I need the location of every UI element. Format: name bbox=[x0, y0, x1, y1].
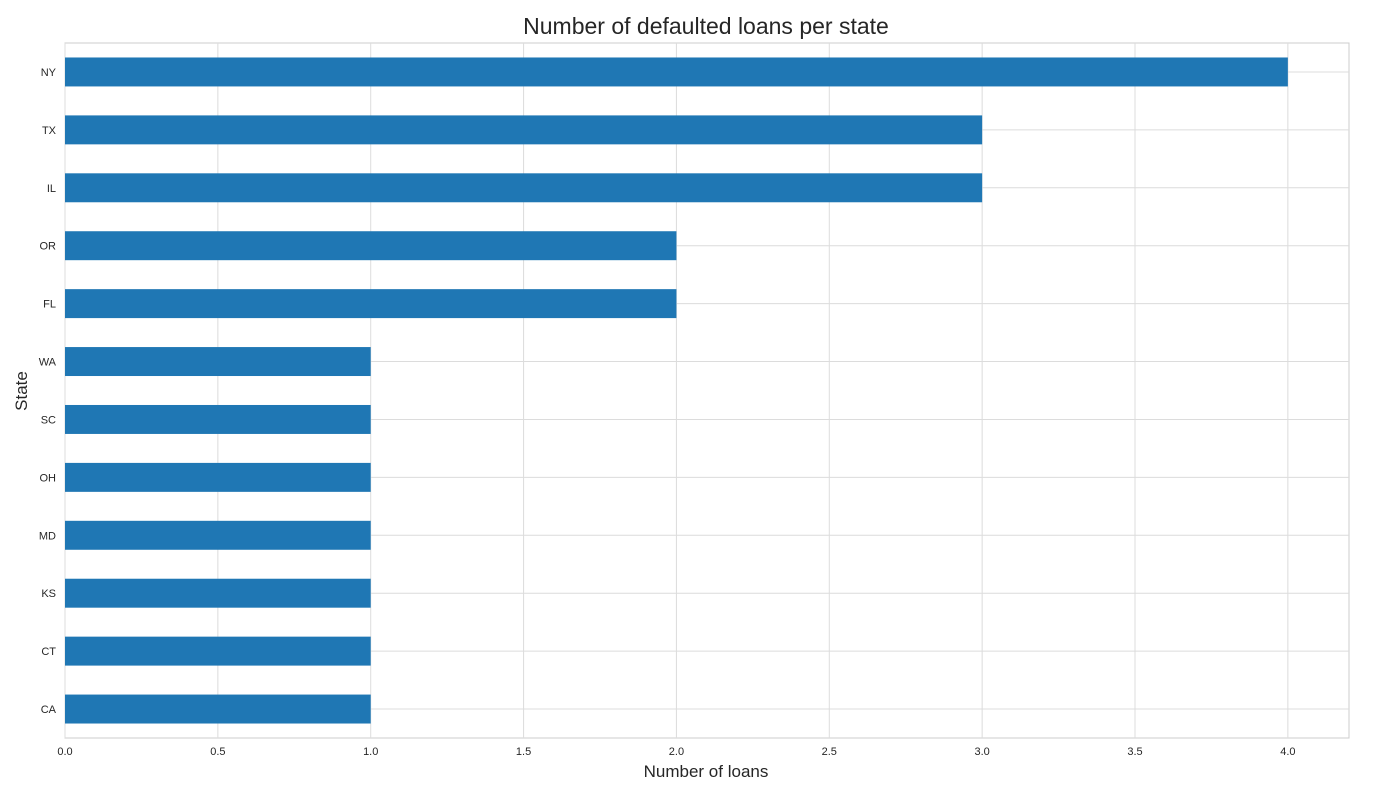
bar-tx bbox=[65, 115, 983, 145]
chart-title: Number of defaulted loans per state bbox=[523, 13, 889, 39]
x-tick-label: 3.0 bbox=[974, 746, 989, 758]
x-tick-label: 1.0 bbox=[363, 746, 378, 758]
plot-frame bbox=[64, 42, 1350, 739]
y-tick-label: CT bbox=[41, 646, 56, 658]
y-tick-label: CA bbox=[41, 704, 57, 716]
bar-layer bbox=[65, 57, 1288, 724]
x-tick-label: 3.5 bbox=[1127, 746, 1142, 758]
bar-oh bbox=[65, 462, 371, 492]
y-tick-label: MD bbox=[39, 530, 56, 542]
y-tick-label: TX bbox=[42, 125, 57, 137]
bar-wa bbox=[65, 347, 371, 377]
x-tick-label: 0.0 bbox=[57, 746, 72, 758]
y-tick-label: WA bbox=[39, 357, 57, 369]
bar-sc bbox=[65, 404, 371, 434]
bar-or bbox=[65, 231, 677, 261]
x-tick-label: 2.5 bbox=[822, 746, 837, 758]
y-tick-label: OH bbox=[40, 472, 57, 484]
x-tick-label: 1.5 bbox=[516, 746, 531, 758]
bar-ca bbox=[65, 694, 371, 724]
tick-label-layer: 0.0 0.5 1.0 1.5 2.0 2.5 3.0 3.5 4.0 NY TX IL OR FL WA S… bbox=[39, 67, 1296, 758]
y-tick-label: NY bbox=[41, 67, 57, 79]
bar-ny bbox=[65, 57, 1288, 87]
y-tick-label: KS bbox=[41, 588, 56, 600]
y-tick-label: SC bbox=[41, 414, 56, 426]
y-tick-label: IL bbox=[47, 183, 56, 195]
x-tick-label: 2.0 bbox=[669, 746, 684, 758]
bar-ct bbox=[65, 636, 371, 666]
bar-md bbox=[65, 520, 371, 550]
bar-ks bbox=[65, 578, 371, 608]
x-tick-label: 4.0 bbox=[1280, 746, 1295, 758]
x-tick-label: 0.5 bbox=[210, 746, 225, 758]
y-axis-label: State bbox=[12, 371, 31, 411]
x-axis-label: Number of loans bbox=[644, 762, 769, 781]
y-tick-label: FL bbox=[43, 299, 56, 311]
y-tick-label: OR bbox=[40, 241, 57, 253]
bar-il bbox=[65, 173, 983, 203]
grid-layer bbox=[64, 42, 1350, 739]
bar-fl bbox=[65, 289, 677, 319]
